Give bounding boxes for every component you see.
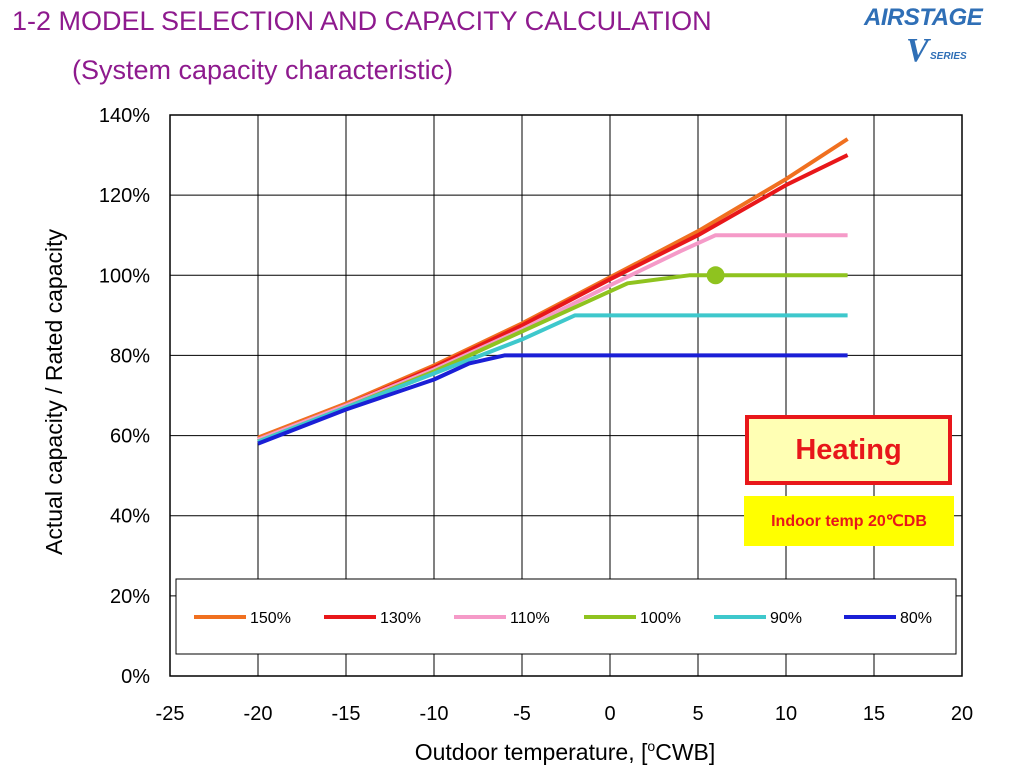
x-tick-label: -25 [156,703,185,725]
y-tick-label: 40% [110,506,150,528]
logo-brand-text: AIRSTAGE [864,4,983,31]
x-tick-label: 15 [863,703,885,725]
x-tick-label: 10 [775,703,797,725]
heating-label: Heating [795,433,902,466]
x-tick-label: -5 [513,703,531,725]
page-subtitle: (System capacity characteristic) [72,55,454,85]
legend-label: 150% [250,610,291,627]
x-axis-label: Outdoor temperature, [oCWB] [415,738,716,765]
y-tick-label: 100% [99,265,150,287]
x-axis-label-prefix: Outdoor temperature, [ [415,739,648,765]
logo-series-text: SERIES [930,51,967,62]
legend-label: 80% [900,610,932,627]
page-title: 1-2 MODEL SELECTION AND CAPACITY CALCULA… [12,6,712,36]
indoor-temp-label: Indoor temp 20℃DB [771,513,927,530]
legend-label: 100% [640,610,681,627]
y-tick-label: 80% [110,345,150,367]
heating-callout: Heating [745,415,952,485]
plot-frame [169,114,963,677]
x-axis-label-suffix: CWB] [655,739,715,765]
y-tick-label: 60% [110,426,150,448]
x-tick-label: 0 [604,703,615,725]
y-tick-labels: 0% 20% 40% 60% 80% 100% 120% 140% [99,105,150,688]
y-axis-label: Actual capacity / Rated capacity [41,229,67,555]
indoor-temp-callout: Indoor temp 20℃DB [744,496,954,546]
x-tick-label: 5 [692,703,703,725]
y-tick-label: 20% [110,586,150,608]
airstage-logo: AIRSTAGE V SERIES [862,2,1022,72]
x-axis-label-degree: o [647,738,655,754]
y-tick-label: 120% [99,185,150,207]
legend-label: 130% [380,610,421,627]
x-tick-label: -20 [244,703,273,725]
legend-label: 110% [510,610,550,627]
logo-v-letter: V [906,32,929,69]
selected-point-marker [706,266,725,285]
x-tick-labels: -25 -20 -15 -10 -5 0 5 10 15 20 [156,703,974,725]
x-tick-label: 20 [951,703,973,725]
y-tick-label: 0% [121,666,150,688]
chart-series [257,137,849,446]
series-line-80pct [257,353,848,446]
legend-box [175,578,957,655]
legend-label: 90% [770,610,802,627]
chart-legend: 150% 130% 110% 100% 90% 80% [175,578,957,655]
chart-marker-layer [706,266,725,285]
y-tick-label: 140% [99,105,150,127]
x-tick-label: -10 [420,703,449,725]
x-tick-label: -15 [332,703,361,725]
